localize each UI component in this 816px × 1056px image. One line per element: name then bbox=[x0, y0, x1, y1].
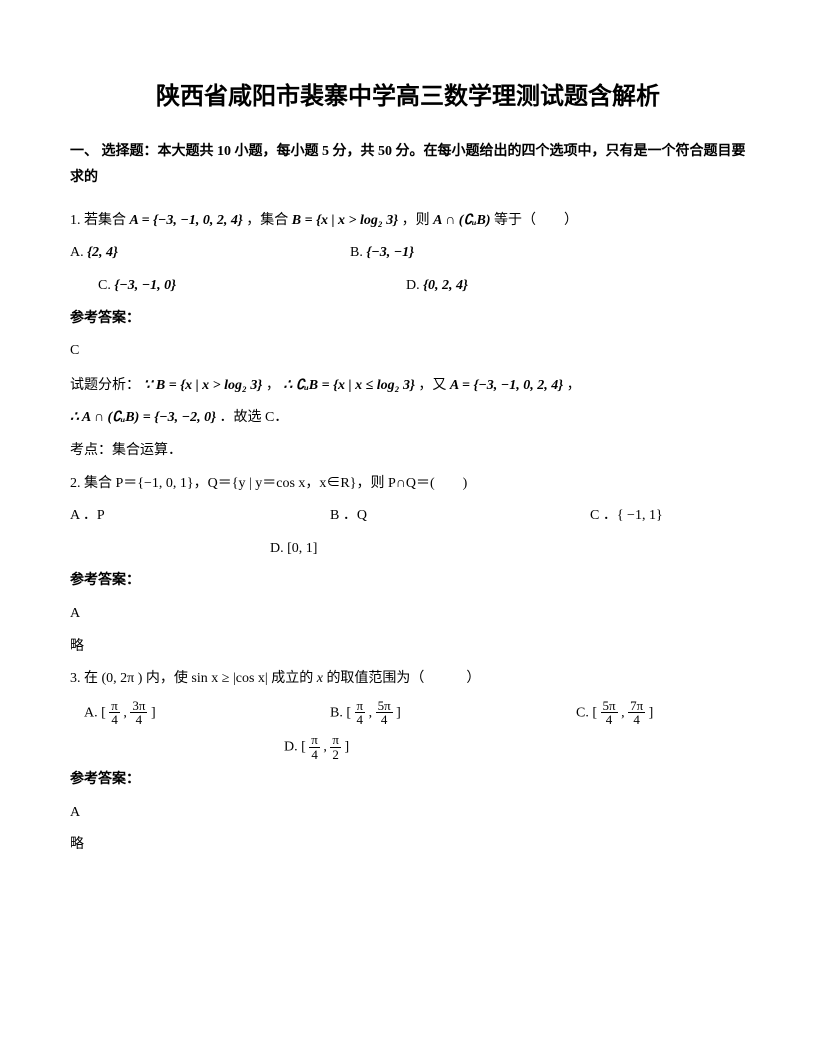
q3-opts-row1: A. [ π4 , 3π4 ] B. [ π4 , 5π4 ] C. [ 5π4… bbox=[84, 699, 746, 727]
q1-analysis-prefix: 试题分析： bbox=[70, 378, 140, 393]
q1-kaodian: 考点：集合运算． bbox=[70, 438, 746, 465]
q1-analysis-end: ．故选 C． bbox=[219, 410, 288, 425]
q3-optB: B. [ π4 , 5π4 ] bbox=[330, 699, 576, 727]
q3-optA-pre: A. [ bbox=[84, 705, 109, 720]
q3-fracC2: 7π4 bbox=[628, 699, 645, 727]
q3-stem-1: 3. 在 (0, bbox=[70, 671, 120, 686]
q3-fracD1: π4 bbox=[309, 733, 320, 761]
q1-optA-label: A. bbox=[70, 245, 87, 260]
q1-optA: A. {2, 4} bbox=[70, 240, 350, 267]
q3-twopi: 2π bbox=[120, 671, 134, 686]
q1-optC-val: {−3, −1, 0} bbox=[114, 278, 176, 293]
q3-fracB2: 5π4 bbox=[376, 699, 393, 727]
q3-optC-post: ] bbox=[649, 705, 654, 720]
q2-stem: 2. 集合 P＝{−1, 0, 1}，Q＝{y | y＝cos x，x∈R}，则… bbox=[70, 471, 746, 498]
page-title: 陕西省咸阳市裴寨中学高三数学理测试题含解析 bbox=[70, 75, 746, 121]
q1-optD-val: {0, 2, 4} bbox=[423, 278, 468, 293]
q3-optD-pre: D. [ bbox=[284, 739, 309, 754]
q1-analysis-3: A = {−3, −1, 0, 2, 4} bbox=[450, 378, 563, 393]
q3-optA-comma: , bbox=[123, 705, 130, 720]
q2-opts-row1: A ．P B ．Q C ．{ −1, 1} bbox=[70, 503, 746, 530]
q3-stem-4: 的取值范围为（ ） bbox=[326, 671, 480, 686]
q1-answer-label: 参考答案： bbox=[70, 306, 746, 333]
q1-stem-3: ，则 bbox=[402, 213, 434, 228]
q1-sep1: ， bbox=[266, 378, 280, 393]
q1-optB-label: B. bbox=[350, 245, 366, 260]
q3-optB-comma: , bbox=[369, 705, 376, 720]
q1-optB: B. {−3, −1} bbox=[350, 240, 630, 267]
q1-sep2: ，又 bbox=[418, 378, 450, 393]
q3-optC-pre: C. [ bbox=[576, 705, 601, 720]
q3-fracA2: 3π4 bbox=[130, 699, 147, 727]
q3-fracD2: π2 bbox=[330, 733, 341, 761]
q2-optD: D. [0, 1] bbox=[70, 536, 470, 563]
q3-optD-post: ] bbox=[344, 739, 349, 754]
q3-x: x bbox=[317, 671, 323, 686]
q1-optB-val: {−3, −1} bbox=[366, 245, 414, 260]
q3-stem-3: 成立的 bbox=[271, 671, 317, 686]
q3-opts-row2: D. [ π4 , π2 ] bbox=[284, 733, 746, 761]
q3-optC-comma: , bbox=[621, 705, 628, 720]
q3-optD: D. [ π4 , π2 ] bbox=[284, 733, 349, 761]
q1-setA: A = {−3, −1, 0, 2, 4} bbox=[130, 213, 243, 228]
q1-analysis-1: ∵ B = {x | x > log₂ 3} bbox=[144, 378, 263, 393]
q1-opts-row2: C. {−3, −1, 0} D. {0, 2, 4} bbox=[70, 273, 746, 300]
q2-opts-row2: D. [0, 1] bbox=[70, 536, 746, 563]
q3-stem: 3. 在 (0, 2π ) 内，使 sin x ≥ |cos x| 成立的 x … bbox=[70, 666, 746, 693]
q1-stem-1: 1. 若集合 bbox=[70, 213, 130, 228]
q1-setB: B = {x | x > log₂ 3} bbox=[292, 213, 398, 228]
q1-optD: D. {0, 2, 4} bbox=[378, 273, 686, 300]
q1-analysis-line1: 试题分析： ∵ B = {x | x > log₂ 3} ， ∴ ∁ᵤB = {… bbox=[70, 373, 746, 400]
q3-brief: 略 bbox=[70, 832, 746, 859]
q3-fracA1: π4 bbox=[109, 699, 120, 727]
q1-answer: C bbox=[70, 338, 746, 365]
q2-brief: 略 bbox=[70, 634, 746, 661]
q1-optC-label: C. bbox=[98, 278, 114, 293]
q1-analysis-line2: ∴ A ∩ (∁ᵤB) = {−3, −2, 0} ．故选 C． bbox=[70, 405, 746, 432]
q3-ineq: sin x ≥ |cos x| bbox=[191, 671, 267, 686]
q1-expr: A ∩ (∁ᵤB) bbox=[433, 213, 490, 228]
q2-optB: B ．Q bbox=[330, 503, 590, 530]
q3-optB-post: ] bbox=[396, 705, 401, 720]
q1-stem-4: 等于（ ） bbox=[494, 213, 578, 228]
q1-optD-label: D. bbox=[406, 278, 423, 293]
q3-optA: A. [ π4 , 3π4 ] bbox=[84, 699, 330, 727]
q1-analysis-4: ∴ A ∩ (∁ᵤB) = {−3, −2, 0} bbox=[70, 410, 216, 425]
q3-optC: C. [ 5π4 , 7π4 ] bbox=[576, 699, 746, 727]
q3-fracB1: π4 bbox=[355, 699, 366, 727]
q3-optD-comma: , bbox=[323, 739, 330, 754]
q2-answer: A bbox=[70, 601, 746, 628]
q1-stem: 1. 若集合 A = {−3, −1, 0, 2, 4} ，集合 B = {x … bbox=[70, 208, 746, 235]
section-header: 一、 选择题：本大题共 10 小题，每小题 5 分，共 50 分。在每小题给出的… bbox=[70, 139, 746, 192]
q3-optA-post: ] bbox=[151, 705, 156, 720]
q3-answer: A bbox=[70, 800, 746, 827]
q1-sep3: ， bbox=[567, 378, 581, 393]
q3-answer-label: 参考答案： bbox=[70, 767, 746, 794]
q2-optA: A ．P bbox=[70, 503, 330, 530]
q1-opts-row1: A. {2, 4} B. {−3, −1} bbox=[70, 240, 746, 267]
q1-stem-2: ，集合 bbox=[246, 213, 292, 228]
q2-optC: C ．{ −1, 1} bbox=[590, 503, 746, 530]
q3-optB-pre: B. [ bbox=[330, 705, 355, 720]
q2-answer-label: 参考答案： bbox=[70, 568, 746, 595]
q3-fracC1: 5π4 bbox=[601, 699, 618, 727]
q1-optC: C. {−3, −1, 0} bbox=[70, 273, 378, 300]
q1-optA-val: {2, 4} bbox=[87, 245, 118, 260]
q1-analysis-2: ∴ ∁ᵤB = {x | x ≤ log₂ 3} bbox=[283, 378, 415, 393]
q3-stem-2: ) 内，使 bbox=[138, 671, 192, 686]
